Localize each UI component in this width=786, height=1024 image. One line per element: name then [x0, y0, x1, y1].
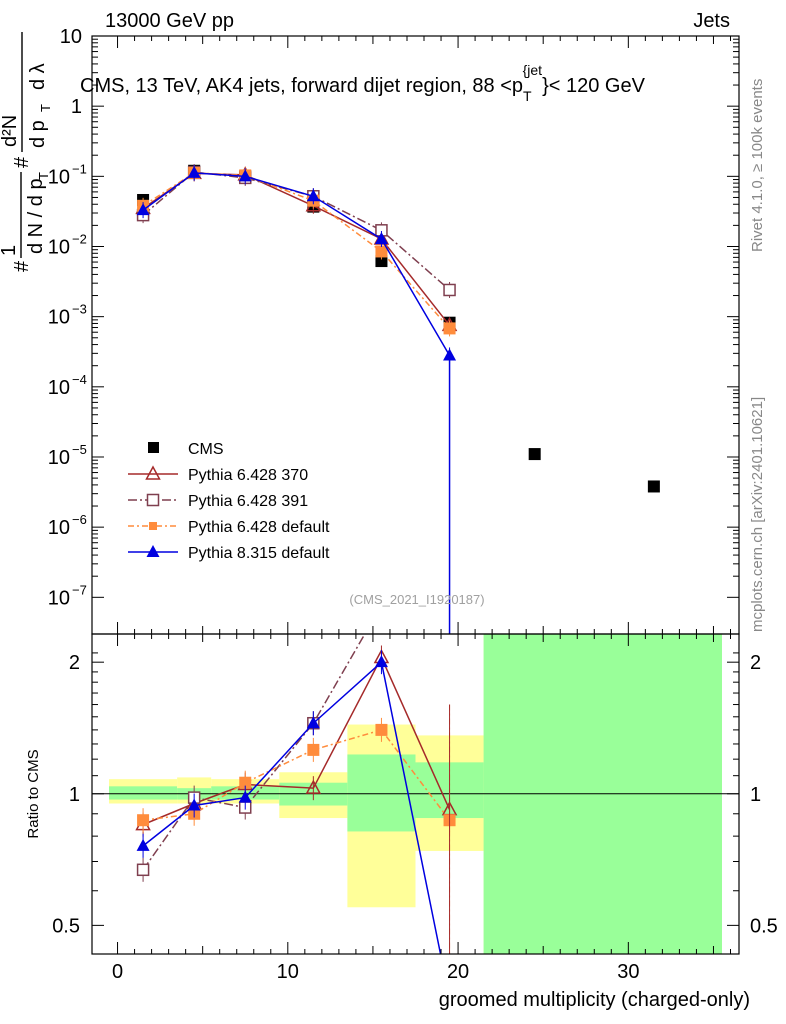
ratio-ytick-label-0: 2: [69, 652, 80, 674]
svg-text:#: #: [11, 156, 33, 168]
title-sub: T: [523, 88, 532, 104]
ratio-ytick-label-r-1: 1: [750, 784, 761, 806]
main-point-p6def-4: [375, 245, 388, 258]
main-ytick-label-3: 10: [48, 236, 70, 258]
svg-text:T: T: [38, 104, 53, 112]
main-ytick-exp-6: −5: [72, 442, 87, 457]
ratio-point-p391-0: [136, 863, 150, 877]
ratio-point-p8-2: [238, 790, 252, 803]
ratio-point-p370-3: [305, 779, 322, 794]
ratio-point-p6def-0: [137, 814, 150, 827]
main-point-p8-2: [238, 169, 252, 182]
main-point-p8-1: [187, 165, 201, 178]
legend-marker-p6def: [149, 522, 157, 530]
legend-label-p6def: Pythia 6.428 default: [188, 519, 330, 536]
ratio-ytick-label-1: 1: [69, 784, 80, 806]
legend-marker-cms: [148, 442, 159, 453]
main-ytick-exp-5: −4: [72, 372, 87, 387]
main-line-p8: [142, 172, 451, 356]
ratio-point-p8-1: [187, 798, 201, 811]
main-point-p8-5: [443, 348, 457, 361]
main-ytick-label-7: 10: [48, 517, 70, 539]
main-point-cms-4: [375, 255, 388, 268]
ratio-line-p6def: [142, 729, 451, 821]
xtick-label-3: 30: [617, 961, 639, 983]
plot-title: CMS, 13 TeV, AK4 jets, forward dijet reg…: [80, 62, 646, 104]
ratio-series: [135, 634, 458, 954]
legend-marker-p8: [146, 545, 160, 557]
ratio-line-p370: [142, 655, 451, 826]
svg-text:1: 1: [0, 245, 20, 256]
title-sup: {jet: [523, 62, 543, 78]
main-ytick-label-8: 10: [48, 587, 70, 609]
ratio-point-p6def-3: [307, 743, 320, 756]
legend-label-p391: Pythia 6.428 391: [188, 493, 308, 510]
energy-label: 13000 GeV pp: [105, 10, 234, 32]
main-ytick-exp-7: −6: [72, 512, 87, 527]
band-green-4: [347, 754, 416, 832]
main-ylabel: # 1 d N / d p T # d²N d p T d λ: [0, 32, 53, 272]
main-point-p8-4: [374, 231, 388, 244]
main-ytick-label-2: 10: [48, 166, 70, 188]
x-axis-label: groomed multiplicity (charged-only): [439, 989, 750, 1011]
main-line-p391: [142, 171, 451, 291]
main-ytick-label-6: 10: [48, 447, 70, 469]
legend-label-p370: Pythia 6.428 370: [188, 467, 308, 484]
main-ytick-label-5: 10: [48, 377, 70, 399]
ratio-plot: [135, 634, 458, 954]
main-ytick-label-1: 1: [71, 96, 82, 118]
svg-text:d λ: d λ: [27, 63, 49, 90]
legend-label-p8: Pythia 8.315 default: [188, 545, 330, 562]
svg-text:#: #: [11, 260, 33, 272]
main-point-cms-6: [528, 448, 541, 461]
analysis-watermark: (CMS_2021_I1920187): [349, 592, 484, 607]
main-ytick-exp-3: −2: [72, 231, 87, 246]
legend-marker-p391: [146, 493, 160, 507]
xtick-label-1: 10: [277, 961, 299, 983]
rivet-label: Rivet 4.1.0, ≥ 100k events: [749, 79, 766, 252]
xtick-label-0: 0: [112, 961, 123, 983]
ratio-point-p6def-4: [375, 723, 388, 736]
band-green-0: [109, 786, 178, 800]
main-point-p391-5: [443, 283, 456, 297]
category-label: Jets: [693, 10, 730, 32]
svg-text:T: T: [36, 172, 51, 180]
main-plot: [135, 164, 660, 634]
legend-label-cms: CMS: [188, 441, 224, 458]
mcplots-label: mcplots.cern.ch [arXiv:2401.10621]: [749, 397, 766, 632]
main-ytick-exp-4: −3: [72, 302, 87, 317]
main-ytick-label-0: 10: [60, 26, 82, 48]
ratio-point-p8-0: [136, 838, 150, 851]
ratio-point-p8-3: [306, 716, 320, 729]
main-point-cms-7: [647, 480, 660, 493]
legend: CMS Pythia 6.428 370 Pythia 6.428 391 Py…: [128, 441, 330, 562]
main-point-p8-3: [306, 189, 320, 202]
main-ytick-label-4: 10: [48, 307, 70, 329]
ratio-line-p8: [142, 660, 442, 954]
legend-marker-p370: [145, 465, 161, 480]
main-ytick-exp-8: −7: [72, 582, 87, 597]
ratio-ytick-label-r-2: 0.5: [750, 915, 778, 937]
svg-text:d p: d p: [27, 120, 49, 148]
svg-text:d²N: d²N: [0, 115, 21, 147]
main-point-p6def-5: [443, 322, 456, 335]
ratio-line-p391: [142, 634, 366, 871]
ratio-ytick-label-2: 0.5: [52, 915, 80, 937]
main-ytick-exp-2: −1: [72, 161, 87, 176]
ratio-point-p6def-2: [239, 776, 252, 789]
xtick-label-2: 20: [447, 961, 469, 983]
main-point-p8-0: [136, 203, 150, 216]
ratio-ylabel: Ratio to CMS: [25, 749, 42, 838]
ratio-ytick-label-r-0: 2: [750, 652, 761, 674]
ratio-point-p8-4: [374, 655, 388, 668]
svg-text:d N / d p: d N / d p: [25, 178, 47, 254]
